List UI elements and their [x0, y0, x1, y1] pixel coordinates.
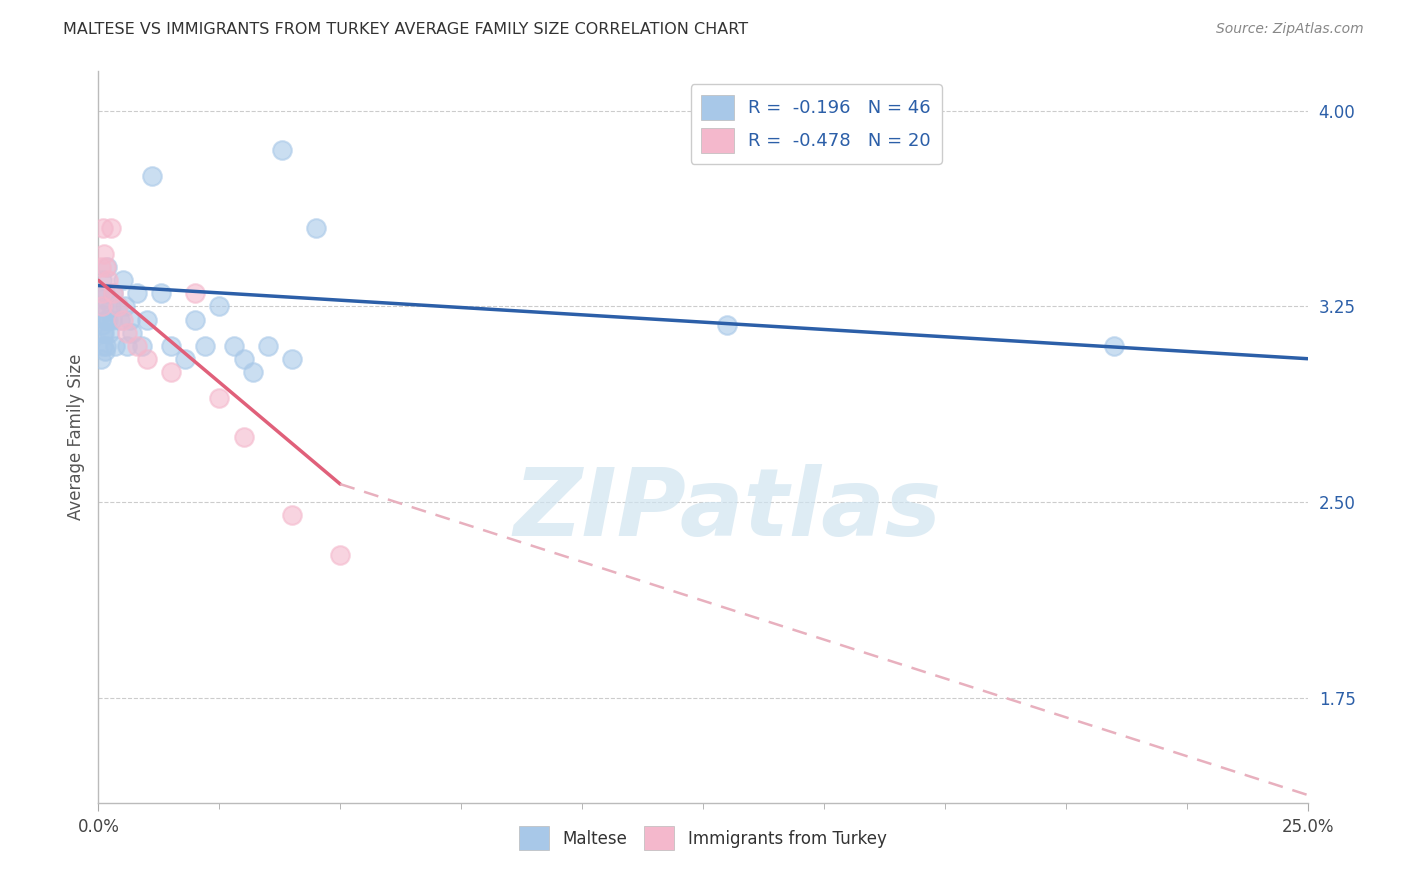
Point [242, 365, 264, 379]
Point [101, 312, 124, 326]
Point [101, 286, 124, 301]
Y-axis label: Average Family Size: Average Family Size [66, 354, 84, 520]
Point [160, 339, 183, 353]
Point [716, 318, 738, 332]
Point [100, 221, 122, 235]
Point [117, 326, 139, 340]
Point [104, 339, 127, 353]
Point [97, 273, 120, 287]
Point [90, 260, 112, 275]
Text: MALTESE VS IMMIGRANTS FROM TURKEY AVERAGE FAMILY SIZE CORRELATION CHART: MALTESE VS IMMIGRANTS FROM TURKEY AVERAG… [63, 22, 748, 37]
Point [94, 260, 117, 275]
Point [114, 300, 136, 314]
Point [184, 286, 207, 301]
Point [141, 169, 163, 183]
Point [96, 312, 118, 326]
Point [107, 300, 129, 314]
Point [127, 286, 149, 301]
Point [90, 286, 112, 301]
Text: ZIPatlas: ZIPatlas [513, 464, 941, 557]
Point [100, 300, 122, 314]
Point [107, 300, 129, 314]
Point [135, 312, 157, 326]
Point [1102, 339, 1125, 353]
Point [184, 312, 207, 326]
Point [93, 286, 115, 301]
Point [208, 300, 231, 314]
Point [232, 351, 254, 366]
Point [118, 312, 141, 326]
Point [91, 326, 114, 340]
Point [208, 391, 231, 405]
Point [94, 343, 117, 358]
Point [111, 312, 134, 326]
Legend: Maltese, Immigrants from Turkey: Maltese, Immigrants from Turkey [513, 820, 893, 856]
Point [94, 339, 117, 353]
Point [329, 548, 352, 562]
Point [232, 430, 254, 444]
Point [256, 339, 278, 353]
Point [131, 339, 153, 353]
Point [111, 273, 134, 287]
Point [160, 365, 183, 379]
Point [127, 339, 149, 353]
Point [90, 307, 112, 321]
Point [91, 221, 114, 235]
Point [281, 351, 304, 366]
Point [305, 221, 328, 235]
Point [90, 318, 112, 332]
Point [135, 351, 157, 366]
Point [97, 312, 120, 326]
Point [93, 300, 115, 314]
Point [91, 300, 114, 314]
Point [281, 508, 304, 523]
Point [108, 312, 131, 326]
Point [91, 292, 114, 306]
Point [93, 326, 115, 340]
Point [194, 339, 217, 353]
Point [101, 286, 124, 301]
Point [96, 260, 118, 275]
Point [90, 351, 112, 366]
Text: Source: ZipAtlas.com: Source: ZipAtlas.com [1216, 22, 1364, 37]
Point [93, 247, 115, 261]
Point [121, 326, 143, 340]
Point [222, 339, 245, 353]
Point [271, 143, 294, 157]
Point [150, 286, 173, 301]
Point [91, 273, 114, 287]
Point [91, 339, 114, 353]
Point [117, 339, 139, 353]
Point [98, 326, 121, 340]
Point [174, 351, 197, 366]
